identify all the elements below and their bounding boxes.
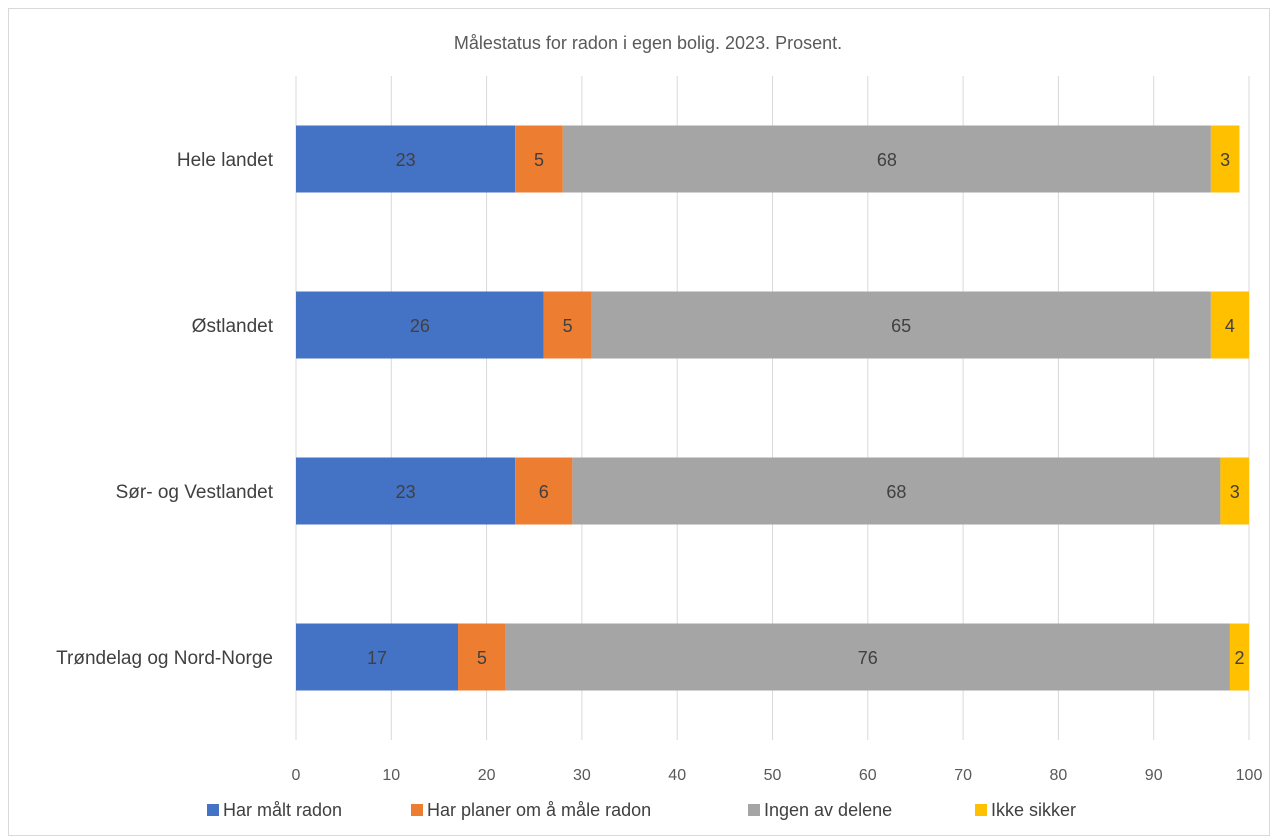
- data-label: 26: [410, 316, 430, 336]
- bar-segment: [505, 623, 1230, 691]
- x-tick-label: 100: [1236, 767, 1263, 784]
- x-tick-label: 40: [668, 767, 686, 784]
- data-label: 68: [877, 150, 897, 170]
- bar-segment: [296, 125, 516, 193]
- data-label: 23: [396, 150, 416, 170]
- x-tick-label: 20: [478, 767, 496, 784]
- x-tick-label: 0: [292, 767, 301, 784]
- bar-segment: [1210, 125, 1240, 193]
- bar-segment: [296, 291, 544, 359]
- bar-segment: [1229, 623, 1249, 691]
- legend-swatch: [748, 804, 760, 816]
- data-label: 3: [1220, 150, 1230, 170]
- category-label: Hele landet: [177, 150, 274, 171]
- category-label: Østlandet: [192, 316, 274, 337]
- x-tick-label: 50: [764, 767, 782, 784]
- data-label: 5: [563, 316, 573, 336]
- legend-label: Har målt radon: [223, 800, 342, 820]
- bar-segment: [591, 291, 1211, 359]
- axis-labels: 0 10 20 30 40 50 60 70 80 90 100 Hele landet Østland…: [56, 150, 1262, 784]
- bar-segment: [515, 457, 573, 525]
- data-label: 76: [858, 648, 878, 668]
- bar-segment: [543, 291, 592, 359]
- category-label: Trøndelag og Nord-Norge: [56, 648, 273, 669]
- bar-segment: [515, 125, 563, 193]
- data-label: 5: [477, 648, 487, 668]
- bar-segment: [296, 623, 459, 691]
- data-label: 68: [886, 482, 906, 502]
- category-label: Sør- og Vestlandet: [116, 482, 274, 503]
- legend-swatch: [411, 804, 423, 816]
- chart-title: Målestatus for radon i egen bolig. 2023.…: [454, 33, 842, 53]
- x-tick-label: 90: [1145, 767, 1163, 784]
- data-label: 17: [367, 648, 387, 668]
- data-label: 5: [534, 150, 544, 170]
- bar-segment: [296, 457, 516, 525]
- data-labels: 23 5 68 3 26 5 65 4 23 6 68 3 17 5 76 2: [367, 150, 1244, 668]
- bar-segment: [562, 125, 1211, 193]
- bar-segment: [1210, 291, 1249, 359]
- data-label: 65: [891, 316, 911, 336]
- data-label: 3: [1230, 482, 1240, 502]
- bar-segment: [458, 623, 506, 691]
- bar-segment: [1220, 457, 1249, 525]
- legend-swatch: [975, 804, 987, 816]
- bar-segment: [572, 457, 1221, 525]
- x-tick-label: 60: [859, 767, 877, 784]
- legend-label: Ingen av delene: [764, 800, 892, 820]
- x-tick-label: 80: [1050, 767, 1068, 784]
- legend: Har målt radon Har planer om å måle radon…: [207, 800, 1076, 820]
- legend-swatch: [207, 804, 219, 816]
- x-tick-label: 70: [954, 767, 972, 784]
- legend-label: Ikke sikker: [991, 800, 1076, 820]
- data-label: 23: [396, 482, 416, 502]
- data-label: 4: [1225, 316, 1235, 336]
- legend-label: Har planer om å måle radon: [427, 800, 651, 820]
- bars: [296, 125, 1249, 691]
- data-label: 6: [539, 482, 549, 502]
- x-tick-label: 30: [573, 767, 591, 784]
- data-label: 2: [1234, 648, 1244, 668]
- x-tick-label: 10: [382, 767, 400, 784]
